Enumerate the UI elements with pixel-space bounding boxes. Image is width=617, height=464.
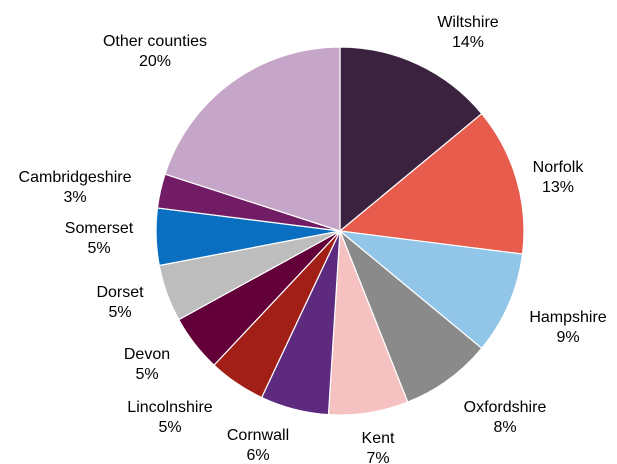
pie-label-cambridgeshire: Cambridgeshire 3% bbox=[19, 169, 132, 206]
pie-label-wiltshire: Wiltshire 14% bbox=[437, 14, 498, 51]
pie-slice-other-counties bbox=[164, 46, 341, 232]
slice-name: Dorset bbox=[96, 284, 144, 301]
slice-name: Kent bbox=[362, 430, 395, 447]
pie-label-lincolnshire: Lincolnshire 5% bbox=[127, 399, 212, 436]
slice-percent: 8% bbox=[493, 419, 516, 436]
pie-labels: Wiltshire 14% Norfolk 13% Hampshire 9% Oxfords… bbox=[19, 14, 607, 464]
slice-percent: 13% bbox=[542, 179, 574, 196]
slice-name: Wiltshire bbox=[437, 14, 498, 31]
slice-name: Cambridgeshire bbox=[19, 169, 132, 186]
slice-percent: 14% bbox=[452, 34, 484, 51]
pie-label-cornwall: Cornwall 6% bbox=[227, 427, 289, 464]
pie-label-hampshire: Hampshire 9% bbox=[529, 309, 606, 346]
slice-name: Devon bbox=[124, 346, 170, 363]
pie-label-dorset: Dorset 5% bbox=[96, 284, 144, 321]
pie-slice-norfolk bbox=[338, 112, 525, 255]
slice-percent: 3% bbox=[63, 189, 86, 206]
pie-slices bbox=[155, 46, 525, 416]
slice-percent: 6% bbox=[246, 447, 269, 464]
slice-name: Hampshire bbox=[529, 309, 606, 326]
slice-percent: 5% bbox=[135, 366, 158, 383]
slice-percent: 5% bbox=[108, 304, 131, 321]
pie-label-kent: Kent 7% bbox=[362, 430, 395, 464]
slice-name: Oxfordshire bbox=[464, 399, 547, 416]
slice-percent: 20% bbox=[139, 53, 171, 70]
pie-label-oxfordshire: Oxfordshire 8% bbox=[464, 399, 547, 436]
pie-slice-hampshire bbox=[338, 230, 524, 350]
pie-slice-wiltshire bbox=[339, 46, 483, 233]
slice-name: Other counties bbox=[103, 33, 207, 50]
slice-name: Norfolk bbox=[533, 159, 585, 176]
pie-label-norfolk: Norfolk 13% bbox=[533, 159, 585, 196]
pie-label-devon: Devon 5% bbox=[124, 346, 170, 383]
slice-name: Lincolnshire bbox=[127, 399, 212, 416]
slice-percent: 5% bbox=[87, 240, 110, 257]
pie-label-somerset: Somerset 5% bbox=[65, 220, 134, 257]
slice-percent: 5% bbox=[158, 419, 181, 436]
slice-percent: 9% bbox=[556, 329, 579, 346]
pie-label-other-counties: Other counties 20% bbox=[103, 33, 207, 70]
slice-name: Somerset bbox=[65, 220, 134, 237]
slice-name: Cornwall bbox=[227, 427, 289, 444]
pie-slice-oxfordshire bbox=[339, 230, 483, 403]
slice-percent: 7% bbox=[366, 450, 389, 464]
